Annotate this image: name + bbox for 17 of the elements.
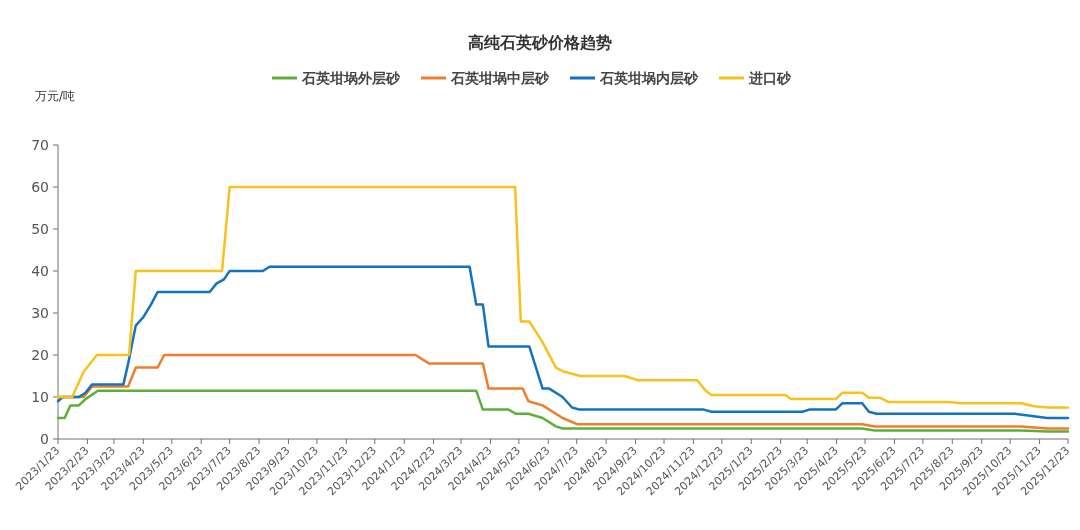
y-tick-label: 0 (40, 431, 49, 447)
y-tick-label: 40 (31, 263, 49, 279)
legend-label: 石英坩埚外层砂 (301, 70, 401, 86)
chart-title: 高纯石英砂价格趋势 (468, 33, 612, 52)
y-tick-label: 30 (31, 305, 49, 321)
legend-label: 石英坩埚内层砂 (599, 70, 699, 86)
y-tick-label: 10 (31, 389, 49, 405)
line-series (56, 185, 1070, 409)
line-series (56, 265, 1070, 420)
line-series (56, 389, 1070, 433)
y-tick-label: 70 (31, 137, 49, 153)
y-axis-title: 万元/吨 (35, 89, 76, 103)
legend-label: 进口砂 (748, 70, 792, 86)
y-tick-label: 50 (31, 221, 49, 237)
legend-label: 石英坩埚中层砂 (450, 70, 550, 86)
y-tick-label: 60 (31, 179, 49, 195)
y-tick-label: 20 (31, 347, 49, 363)
